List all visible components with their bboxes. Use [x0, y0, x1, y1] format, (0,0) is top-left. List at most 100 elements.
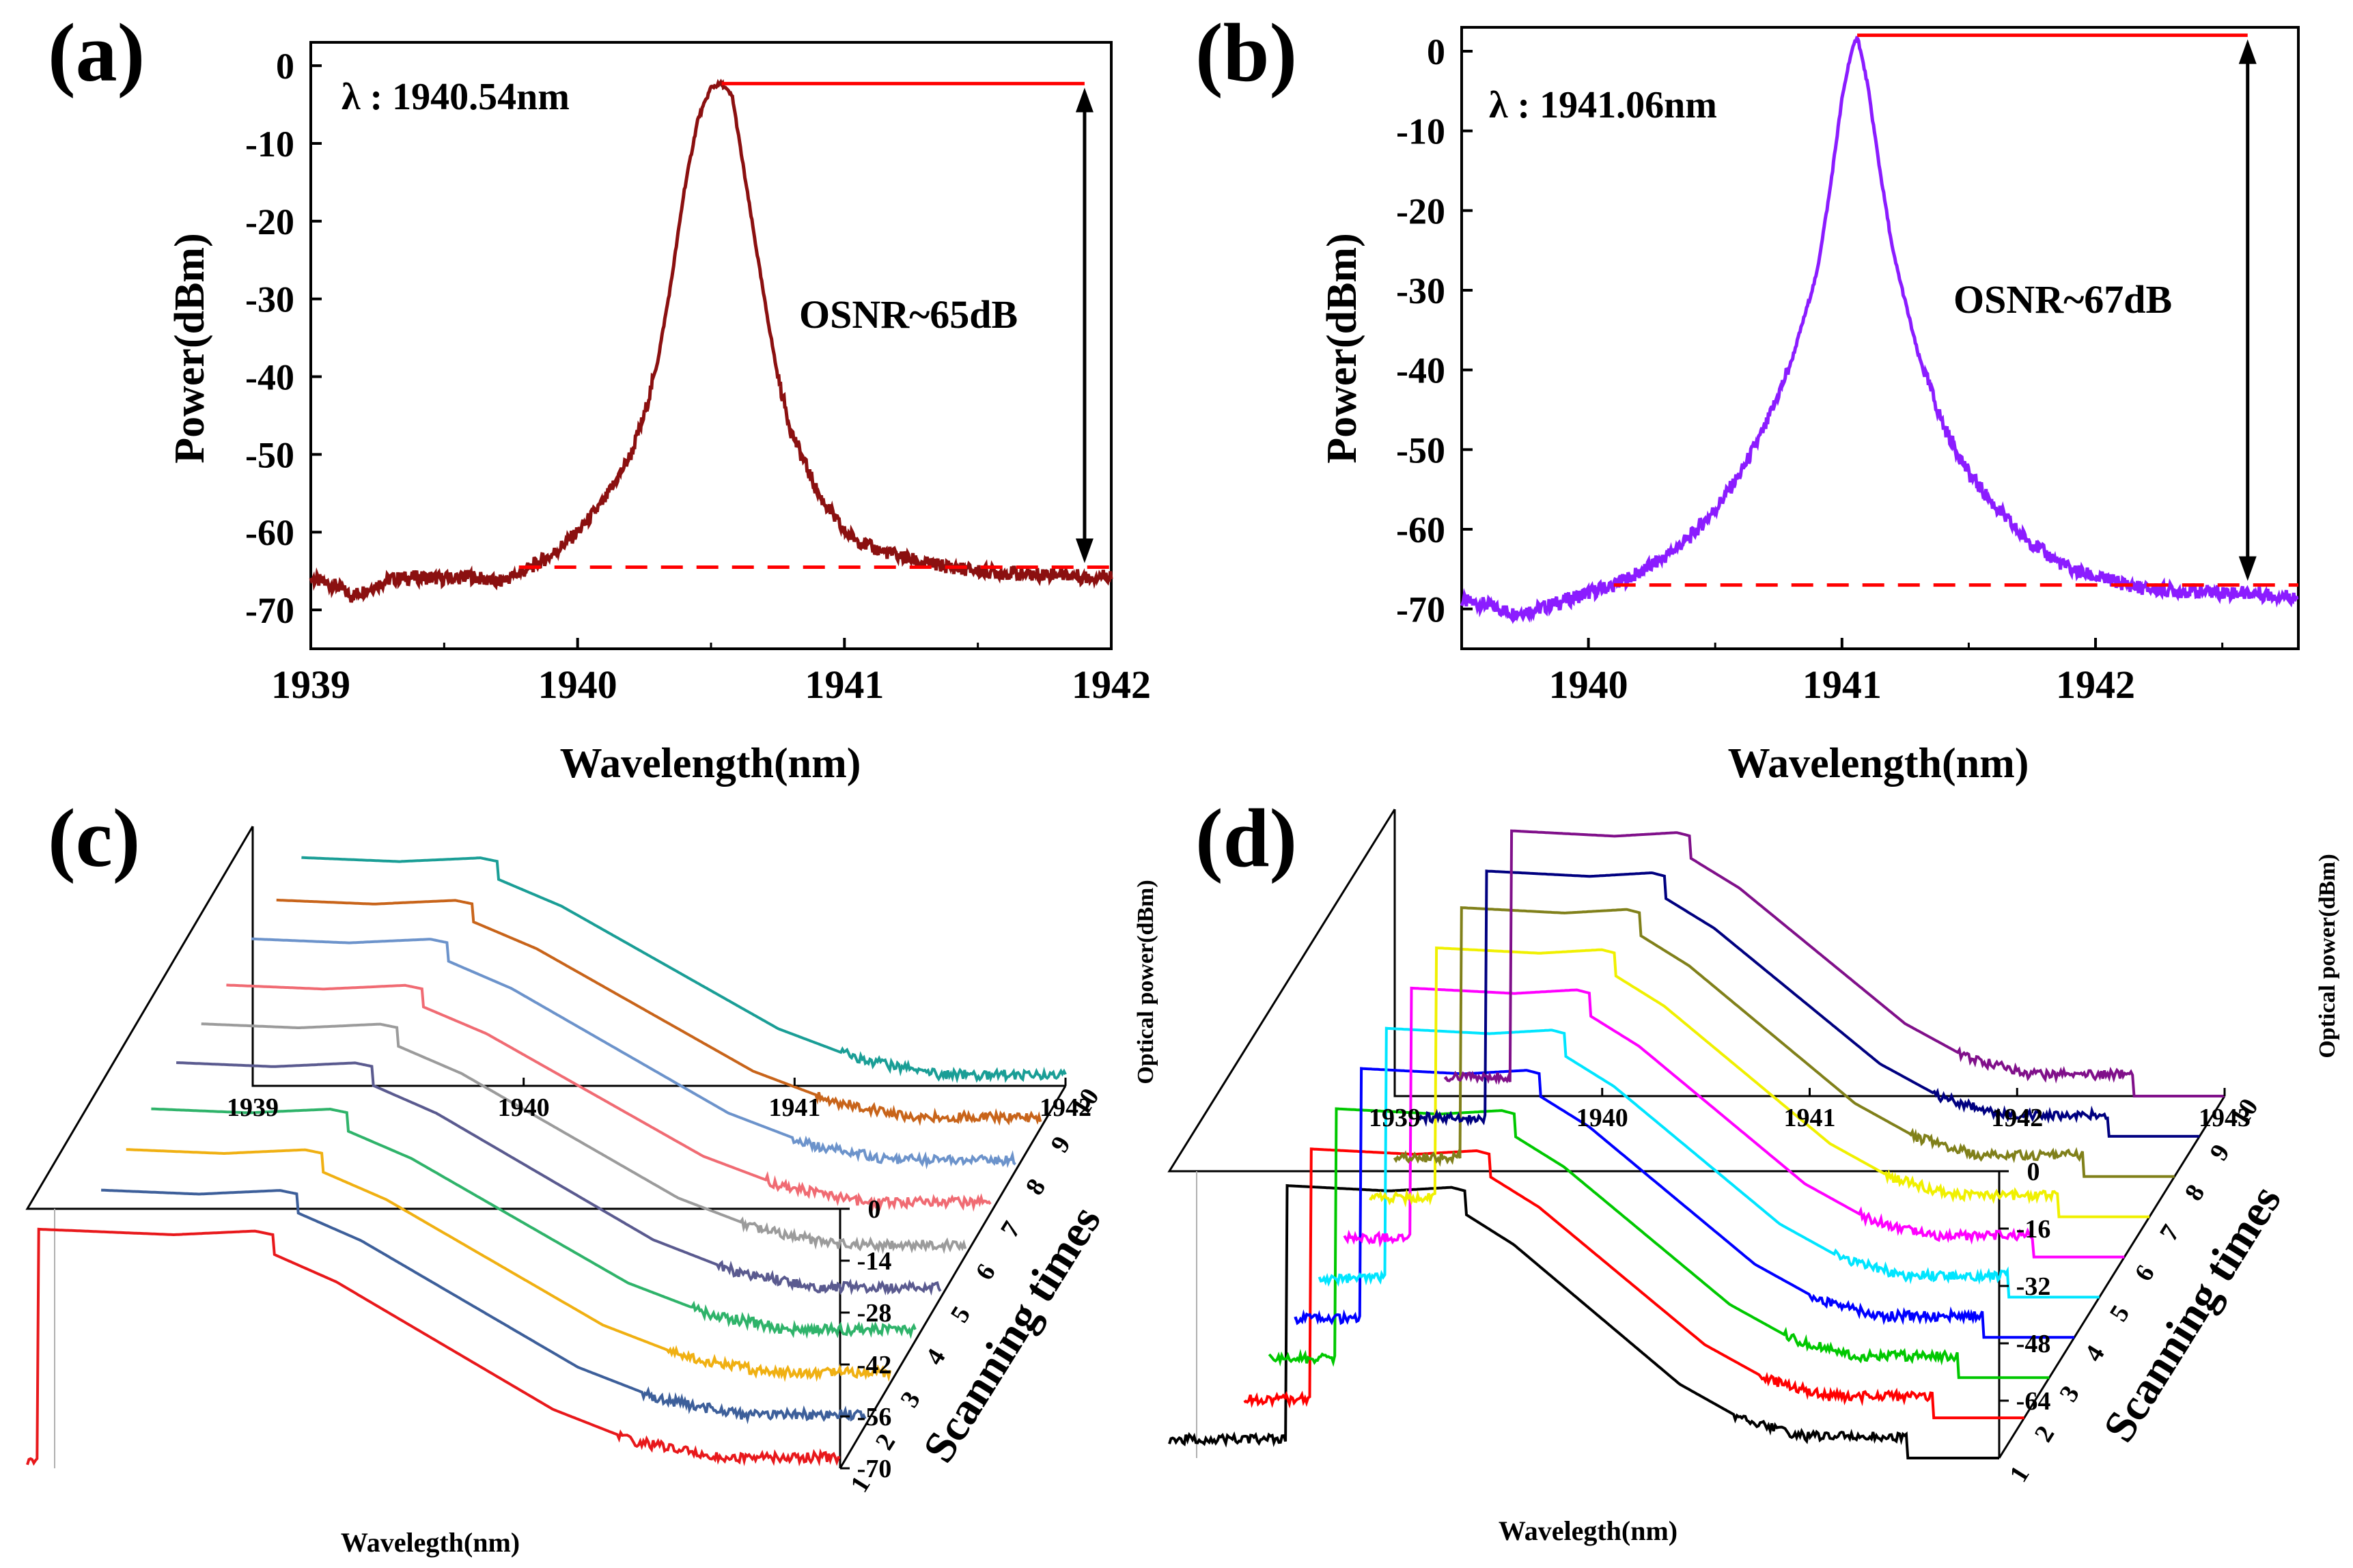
panel-c-series-5-line [176, 1061, 942, 1296]
panel-b-ytick-label: -60 [1396, 509, 1445, 550]
panel-b-spectrum-line [1460, 36, 2299, 624]
panel-c-scan-tick-label: 8 [1020, 1174, 1052, 1200]
panel-d-scan-tick-label: 8 [2180, 1179, 2211, 1205]
panel-b-ytick-label: 0 [1427, 31, 1445, 72]
panel-b-axes: 1940 1941 1942 0 -10 -20 -30 -40 -50 -60 -70 [1396, 26, 2300, 707]
panel-b-osnr-annotation: OSNR~67dB [1953, 277, 2172, 322]
panel-d-scan-tick-label: 6 [2129, 1260, 2160, 1286]
panel-b-ylabel: Power(dBm) [1319, 233, 1365, 463]
panel-d-series-9-line [1418, 869, 2200, 1138]
panel-a-ytick-label: -40 [245, 357, 294, 398]
panel-c-series-1-line [26, 1227, 841, 1467]
panel-a-wavelength-annotation: λ : 1940.54nm [342, 76, 570, 118]
panel-d-ztick-label: -64 [2016, 1387, 2051, 1416]
panel-c-frame [25, 826, 1067, 1469]
panel-d-series-8-line [1393, 906, 2175, 1178]
panel-b-xtick-label: 1942 [2056, 662, 2135, 707]
panel-a-ytick-label: -70 [245, 590, 294, 631]
panel-c-scan-tick-label: 6 [970, 1259, 1001, 1285]
panel-c-scan-tick-label: 5 [945, 1302, 977, 1328]
panel-a-xtick-label: 1941 [805, 662, 884, 707]
panel-b-xtick-label: 1940 [1549, 662, 1628, 707]
panel-c-label: (c) [48, 792, 140, 884]
panel-c-ztick-label: 0 [868, 1195, 881, 1224]
panel-d-series-10-line [1443, 829, 2225, 1097]
panel-a-ytick-label: -10 [245, 124, 294, 165]
panel-a-ytick-label: -30 [245, 279, 294, 320]
panel-a-osnr-arrow-head-bottom [1075, 538, 1094, 563]
panel-d-series-6-line [1343, 986, 2125, 1259]
panel-d-scan-tick-label: 1 [2004, 1461, 2035, 1487]
panel-c-series-9-line [276, 898, 1042, 1126]
panel-c-ztick-label: -28 [857, 1299, 892, 1328]
panel-c-xlabel: Wavelegth(nm) [341, 1527, 520, 1558]
panel-c-series-6-line [201, 1022, 967, 1255]
panel-b-xlabel: Wavelength(nm) [1728, 740, 2029, 787]
panel-c-series-10-line [301, 856, 1067, 1084]
panel-b-xtick-label: 1941 [1802, 662, 1882, 707]
panel-c-xtick-label: 1941 [768, 1093, 820, 1122]
panel-a-ytick-label: -20 [245, 201, 294, 242]
panel-c-front-axis [251, 826, 1066, 1087]
panel-a-osnr-annotation: OSNR~65dB [799, 292, 1018, 337]
panel-b-ytick-label: -50 [1396, 430, 1445, 471]
panel-b-frame [1460, 26, 2300, 650]
panel-d-plot [1168, 829, 2225, 1459]
panel-c-series-7-line [226, 983, 992, 1212]
panel-b-label: (b) [1195, 7, 1297, 99]
panel-d-series-1-line [1168, 1184, 1999, 1459]
panel-d-xtick-label: 1939 [1369, 1104, 1421, 1132]
panel-d-frame [1167, 809, 2226, 1459]
panel-d-scan-tick-label: 5 [2104, 1300, 2136, 1326]
panel-d-scan-tick-label: 9 [2204, 1139, 2236, 1165]
panel-b-ytick-label: -10 [1396, 111, 1445, 152]
panel-d-ztick-label: 0 [2027, 1158, 2040, 1186]
panel-b-osnr-arrow-head-bottom [2238, 556, 2257, 581]
panel-a-label: (a) [48, 7, 145, 99]
panel-d-scan-tick-label: 4 [2079, 1341, 2111, 1367]
panel-d-back-frame [1167, 809, 2001, 1458]
panel-d-xtick-label: 1941 [1784, 1104, 1836, 1132]
panel-d-label: (d) [1195, 792, 1297, 884]
panel-a-xtick-label: 1942 [1072, 662, 1151, 707]
panel-b-ytick-label: -20 [1396, 191, 1445, 232]
panel-c-xtick-label: 1942 [1040, 1093, 1091, 1122]
panel-d-scan-axis [1998, 1095, 2226, 1459]
panel-d-series-5-line [1318, 1026, 2100, 1299]
panel-d: (d) 0 -16 -32 -48 -64 1939 1940 1941 1942 1943 1 2 3… [1167, 792, 2340, 1546]
panel-b-plot [1460, 33, 2299, 624]
panel-c-ztick-label: -42 [857, 1351, 892, 1380]
panel-c-scan-tick-label: 2 [870, 1429, 902, 1455]
panel-c-ztick-label: -14 [857, 1247, 892, 1276]
panel-a-axes: 1939 1940 1941 1942 0 -10 -20 -30 -40 -50 -60 -70 [245, 41, 1151, 707]
panel-b-ytick-label: -30 [1396, 270, 1445, 311]
panel-b-ytick-label: -70 [1396, 589, 1445, 630]
panel-c-plot [26, 856, 1067, 1467]
panel-c-series-2-line [101, 1188, 867, 1425]
panel-c-scan-axis [839, 1085, 1067, 1469]
panel-b: (b) 1940 1941 1942 0 -10 -20 -30 -40 -50 -60 -70 λ… [1195, 7, 2300, 787]
panel-d-ztick-label: -32 [2016, 1272, 2051, 1301]
panel-d-xtick-label: 1942 [1991, 1104, 2043, 1132]
panel-c-back-frame [25, 826, 841, 1468]
panel-a-spectrum-line [309, 79, 1113, 603]
panel-d-series-2-line [1243, 1147, 2024, 1420]
panel-a-xlabel: Wavelength(nm) [560, 740, 861, 787]
panel-c-series-3-line [126, 1148, 892, 1382]
panel-a-ytick-label: 0 [276, 46, 294, 87]
panel-d-scan-tick-label: 3 [2054, 1381, 2085, 1407]
panel-c-series-4-line [151, 1107, 917, 1339]
panel-b-wavelength-annotation: λ : 1941.06nm [1489, 84, 1717, 126]
panel-a-plot [309, 79, 1113, 603]
panel-d-ztick-label: -16 [2016, 1215, 2051, 1244]
panel-c-xtick-label: 1939 [227, 1093, 279, 1122]
panel-a-xtick-label: 1939 [271, 662, 350, 707]
panel-d-scan-tick-label: 7 [2154, 1220, 2186, 1246]
panel-c-scan-tick-label: 3 [895, 1386, 926, 1412]
panel-a-ytick-label: -60 [245, 512, 294, 553]
panel-a: (a) 1939 1940 1941 1942 0 -10 -20 -30 -40 -50 -60 -… [48, 7, 1151, 787]
panel-d-series-7-line [1369, 946, 2149, 1218]
panel-a-ylabel: Power(dBm) [167, 233, 213, 463]
